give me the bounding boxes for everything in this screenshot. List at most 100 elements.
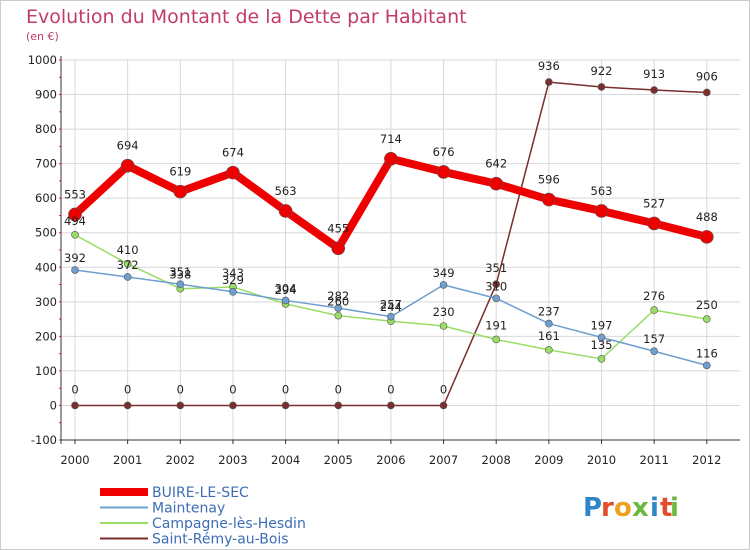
data-labels: 0 0 0 0 0 0 0 0 351 936 922 913 906 494 410 338 343 294 26…: [64, 59, 718, 396]
data-point-maintenay: [545, 319, 553, 328]
data-point-buire-le-sec: [384, 152, 398, 166]
data-point-saint-r-my-au-bois: [387, 401, 395, 410]
x-tick-label: 2009: [534, 453, 563, 467]
x-tick-label: 2003: [218, 453, 247, 467]
data-point-buire-le-sec: [699, 230, 714, 244]
data-label-saint-r-my-au-bois: 0: [387, 382, 394, 396]
data-point-campagne-l-s-hesdin: [597, 355, 606, 363]
logo-letter: P: [583, 493, 602, 523]
data-point-saint-r-my-au-bois: [123, 401, 132, 410]
x-tick-label: 2006: [376, 453, 405, 467]
data-label-buire-le-sec: 714: [380, 132, 402, 146]
y-tick-label: 400: [35, 260, 57, 274]
logo-letter: x: [632, 493, 649, 523]
data-label-saint-r-my-au-bois: 906: [696, 69, 718, 83]
data-label-maintenay: 197: [591, 318, 613, 332]
data-label-campagne-l-s-hesdin: 161: [538, 329, 560, 343]
data-label-campagne-l-s-hesdin: 494: [64, 214, 86, 228]
data-label-buire-le-sec: 563: [275, 184, 297, 198]
data-label-maintenay: 116: [696, 346, 718, 360]
data-label-buire-le-sec: 553: [64, 187, 86, 201]
y-tick-label: 1000: [28, 53, 57, 67]
legend-label-maintenay: Maintenay: [152, 501, 225, 517]
data-point-saint-r-my-au-bois: [71, 401, 79, 410]
data-point-saint-r-my-au-bois: [702, 88, 711, 97]
series-layer: [68, 78, 714, 410]
y-tick-label: 700: [35, 157, 57, 171]
y-tick-label: 500: [35, 226, 57, 240]
y-tick-label: -100: [31, 433, 57, 447]
data-label-campagne-l-s-hesdin: 410: [117, 243, 139, 257]
data-point-buire-le-sec: [542, 192, 556, 207]
data-label-campagne-l-s-hesdin: 294: [275, 283, 297, 297]
data-label-campagne-l-s-hesdin: 338: [169, 268, 191, 282]
data-label-buire-le-sec: 596: [538, 173, 560, 187]
y-tick-label: 0: [50, 398, 57, 412]
data-point-buire-le-sec: [594, 204, 609, 218]
data-point-maintenay: [334, 304, 343, 312]
data-label-saint-r-my-au-bois: 0: [440, 382, 447, 396]
data-label-maintenay: 392: [64, 251, 86, 265]
x-tick-label: 2001: [113, 453, 142, 467]
data-label-buire-le-sec: 642: [485, 157, 507, 171]
data-point-maintenay: [439, 281, 448, 289]
x-tick-label: 2004: [271, 453, 300, 467]
data-point-maintenay: [176, 280, 185, 289]
x-tick-label: 2000: [60, 453, 89, 467]
data-label-saint-r-my-au-bois: 0: [177, 382, 184, 396]
data-point-saint-r-my-au-bois: [229, 401, 237, 410]
data-label-campagne-l-s-hesdin: 250: [696, 298, 718, 312]
data-point-buire-le-sec: [647, 216, 661, 231]
data-point-maintenay: [597, 333, 606, 342]
data-label-buire-le-sec: 488: [696, 210, 718, 224]
y-tick-label: 800: [35, 122, 57, 136]
x-tick-label: 2005: [324, 453, 353, 467]
data-label-saint-r-my-au-bois: 351: [485, 261, 507, 275]
data-point-buire-le-sec: [226, 165, 240, 180]
data-label-saint-r-my-au-bois: 0: [335, 382, 342, 396]
data-point-saint-r-my-au-bois: [492, 280, 501, 289]
data-point-maintenay: [650, 347, 658, 356]
data-point-buire-le-sec: [120, 158, 135, 173]
data-label-maintenay: 329: [222, 273, 244, 287]
data-point-buire-le-sec: [331, 241, 346, 256]
data-label-maintenay: 349: [433, 266, 455, 280]
axes: -100010020030040050060070080090010002000…: [28, 53, 740, 467]
data-label-campagne-l-s-hesdin: 343: [222, 266, 244, 280]
legend-label-buire-le-sec: BUIRE-LE-SEC: [152, 485, 249, 501]
y-tick-label: 900: [35, 88, 57, 102]
data-label-campagne-l-s-hesdin: 191: [485, 318, 507, 332]
data-point-campagne-l-s-hesdin: [702, 315, 711, 323]
data-label-buire-le-sec: 674: [222, 146, 244, 160]
data-label-buire-le-sec: 619: [169, 165, 191, 179]
data-label-maintenay: 157: [643, 332, 665, 346]
data-label-saint-r-my-au-bois: 0: [71, 382, 78, 396]
data-label-maintenay: 237: [538, 305, 560, 319]
data-label-buire-le-sec: 694: [117, 139, 139, 153]
data-label-saint-r-my-au-bois: 0: [124, 382, 131, 396]
data-label-campagne-l-s-hesdin: 230: [433, 305, 455, 319]
logo-letter: i: [650, 493, 659, 523]
data-point-buire-le-sec: [489, 176, 504, 191]
data-label-buire-le-sec: 676: [433, 145, 455, 159]
data-point-campagne-l-s-hesdin: [650, 306, 658, 314]
data-point-saint-r-my-au-bois: [597, 83, 606, 91]
data-label-campagne-l-s-hesdin: 260: [327, 295, 349, 309]
data-label-saint-r-my-au-bois: 922: [591, 64, 613, 78]
data-label-maintenay: 372: [117, 258, 139, 272]
data-point-saint-r-my-au-bois: [439, 401, 448, 410]
legend-label-campagne-l-s-hesdin: Campagne-lès-Hesdin: [152, 516, 306, 532]
data-point-campagne-l-s-hesdin: [71, 231, 79, 239]
data-point-buire-le-sec: [436, 165, 451, 179]
data-point-campagne-l-s-hesdin: [334, 311, 343, 320]
x-tick-label: 2002: [166, 453, 195, 467]
y-tick-label: 600: [35, 191, 57, 205]
data-label-saint-r-my-au-bois: 0: [282, 382, 289, 396]
data-point-campagne-l-s-hesdin: [439, 322, 448, 330]
legend: BUIRE-LE-SECMaintenayCampagne-lès-Hesdin…: [100, 485, 306, 548]
data-point-campagne-l-s-hesdin: [123, 260, 132, 268]
y-tick-label: 100: [35, 364, 57, 378]
